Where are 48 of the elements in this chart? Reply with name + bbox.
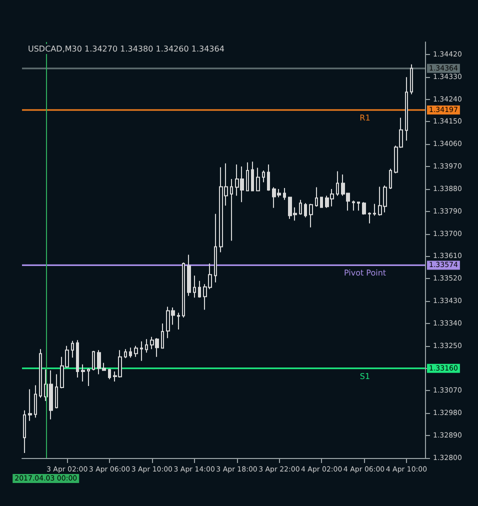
candlestick xyxy=(140,340,143,362)
candlestick xyxy=(193,275,196,298)
candlestick xyxy=(299,199,302,216)
ref-line-label: R1 xyxy=(360,114,370,123)
candlestick xyxy=(405,76,408,142)
candlestick xyxy=(304,202,307,218)
candlestick xyxy=(87,368,90,387)
candlestick xyxy=(267,164,270,192)
candlestick xyxy=(246,162,249,192)
candlestick xyxy=(262,170,265,183)
candlestick xyxy=(309,203,313,228)
candlestick xyxy=(336,170,339,196)
candlestick xyxy=(108,368,111,380)
candlestick xyxy=(134,345,138,358)
candlestick xyxy=(357,201,360,212)
candlestick xyxy=(71,340,74,358)
candlestick xyxy=(368,212,371,224)
candlestick xyxy=(39,348,42,398)
candlestick xyxy=(55,374,58,409)
candlestick xyxy=(145,338,148,354)
candlestick xyxy=(92,350,95,371)
candlestick xyxy=(410,64,413,95)
candlestick xyxy=(389,168,392,190)
candlestick xyxy=(315,186,318,208)
candlestick xyxy=(256,167,260,192)
candlestick xyxy=(251,161,254,192)
candlestick xyxy=(352,200,355,212)
candlestick xyxy=(161,322,164,350)
candlestick xyxy=(187,254,191,296)
candlestick xyxy=(124,348,127,359)
candlestick xyxy=(177,312,180,330)
candlestick xyxy=(34,384,37,418)
candlestick xyxy=(129,347,132,358)
chart-title: USDCAD,M30 1.34270 1.34380 1.34260 1.34364 xyxy=(28,44,224,54)
candlestick xyxy=(320,196,323,208)
candlestick xyxy=(23,410,26,454)
candlestick xyxy=(76,340,79,378)
ref-line-label: S1 xyxy=(360,372,370,381)
candlestick xyxy=(28,388,32,422)
candlestick xyxy=(373,203,376,216)
candlestick xyxy=(198,280,201,298)
candlestick xyxy=(81,364,85,382)
candlestick xyxy=(214,213,217,283)
candlestick xyxy=(230,178,233,242)
ref-line-label: Pivot Point xyxy=(344,268,386,278)
candlestick xyxy=(283,187,286,200)
candlestick xyxy=(182,262,185,318)
candlestick xyxy=(362,202,366,216)
